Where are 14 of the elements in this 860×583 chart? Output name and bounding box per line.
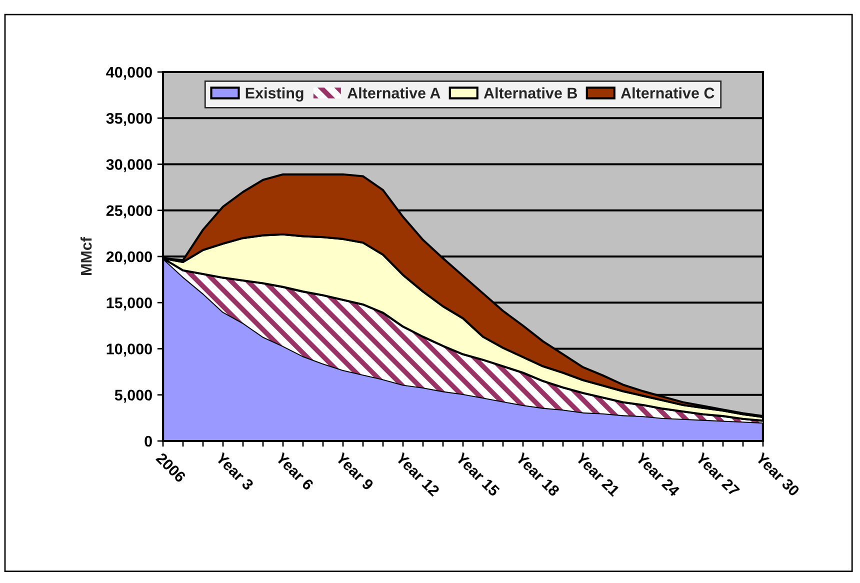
legend-label: Alternative B: [484, 87, 578, 98]
legend-label: Alternative C: [620, 87, 714, 98]
y-tick-label: 15,000: [106, 297, 152, 311]
legend-label: Existing: [246, 87, 304, 102]
y-tick-label: 30,000: [106, 159, 152, 172]
y-tick-label: 5,000: [114, 390, 152, 403]
y-tick-label: 35,000: [106, 112, 152, 126]
y-tick-label: 0: [144, 436, 152, 447]
y-tick-label: 20,000: [106, 251, 152, 264]
y-tick-label: 40,000: [106, 66, 152, 80]
y-tick-label: 10,000: [106, 344, 152, 357]
legend-label: Alternative A: [347, 87, 440, 98]
y-tick-label: 25,000: [106, 205, 152, 218]
y-axis-title: MMcf: [80, 236, 92, 275]
